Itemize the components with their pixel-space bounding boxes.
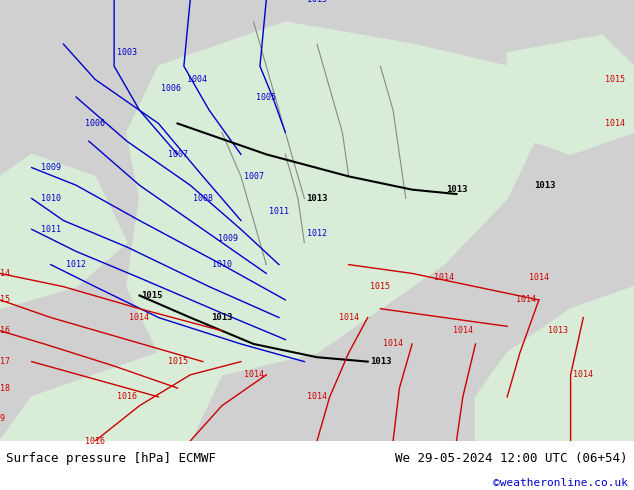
Text: 1011: 1011 bbox=[269, 207, 289, 216]
Text: 1011: 1011 bbox=[41, 225, 61, 234]
Text: 1010: 1010 bbox=[41, 194, 61, 203]
Text: 1014: 1014 bbox=[307, 392, 327, 401]
Text: 1018: 1018 bbox=[0, 384, 10, 392]
Text: 1014: 1014 bbox=[339, 313, 359, 322]
Text: 1007: 1007 bbox=[243, 172, 264, 181]
Text: 1014: 1014 bbox=[605, 119, 625, 128]
Text: 1006: 1006 bbox=[161, 84, 181, 93]
Polygon shape bbox=[507, 35, 634, 154]
Text: 1016: 1016 bbox=[0, 326, 10, 335]
Text: 19: 19 bbox=[0, 415, 5, 423]
Text: ©weatheronline.co.uk: ©weatheronline.co.uk bbox=[493, 478, 628, 488]
Text: 1009: 1009 bbox=[218, 234, 238, 243]
Polygon shape bbox=[476, 287, 634, 441]
Text: 1015: 1015 bbox=[307, 0, 327, 4]
Text: 1013: 1013 bbox=[211, 313, 233, 322]
Text: 1014: 1014 bbox=[529, 273, 549, 282]
Text: 1013: 1013 bbox=[534, 181, 556, 190]
Text: 1007: 1007 bbox=[167, 150, 188, 159]
Text: 1015: 1015 bbox=[167, 357, 188, 366]
Text: 1017: 1017 bbox=[0, 357, 10, 366]
Text: 1014: 1014 bbox=[129, 313, 150, 322]
Text: 1016: 1016 bbox=[85, 437, 105, 445]
Polygon shape bbox=[0, 154, 127, 309]
Text: 1014: 1014 bbox=[516, 295, 536, 304]
Text: 1006: 1006 bbox=[85, 119, 105, 128]
Text: 1014: 1014 bbox=[434, 273, 454, 282]
Text: 1004: 1004 bbox=[186, 75, 207, 84]
Text: 1013: 1013 bbox=[548, 326, 568, 335]
Text: 1015: 1015 bbox=[370, 282, 391, 291]
Text: 1014: 1014 bbox=[0, 269, 10, 278]
Text: 1016: 1016 bbox=[117, 392, 137, 401]
Text: 1014: 1014 bbox=[243, 370, 264, 379]
Text: 1010: 1010 bbox=[212, 260, 232, 269]
Text: 1015: 1015 bbox=[605, 75, 625, 84]
Text: Surface pressure [hPa] ECMWF: Surface pressure [hPa] ECMWF bbox=[6, 452, 216, 465]
Text: 1015: 1015 bbox=[0, 295, 10, 304]
Text: 1009: 1009 bbox=[41, 163, 61, 172]
Text: 1013: 1013 bbox=[446, 185, 467, 194]
Text: We 29-05-2024 12:00 UTC (06+54): We 29-05-2024 12:00 UTC (06+54) bbox=[395, 452, 628, 465]
Text: 1013: 1013 bbox=[306, 194, 328, 203]
Text: 1013: 1013 bbox=[370, 357, 391, 366]
Text: 1014: 1014 bbox=[453, 326, 473, 335]
Text: 1008: 1008 bbox=[193, 194, 213, 203]
Text: 1005: 1005 bbox=[256, 93, 276, 101]
Text: 1012: 1012 bbox=[307, 229, 327, 238]
Text: 1003: 1003 bbox=[117, 49, 137, 57]
Polygon shape bbox=[0, 353, 222, 441]
Text: 1014: 1014 bbox=[383, 340, 403, 348]
Text: 1015: 1015 bbox=[141, 291, 163, 300]
Text: 1014: 1014 bbox=[573, 370, 593, 379]
Polygon shape bbox=[127, 22, 539, 375]
Text: 1012: 1012 bbox=[66, 260, 86, 269]
